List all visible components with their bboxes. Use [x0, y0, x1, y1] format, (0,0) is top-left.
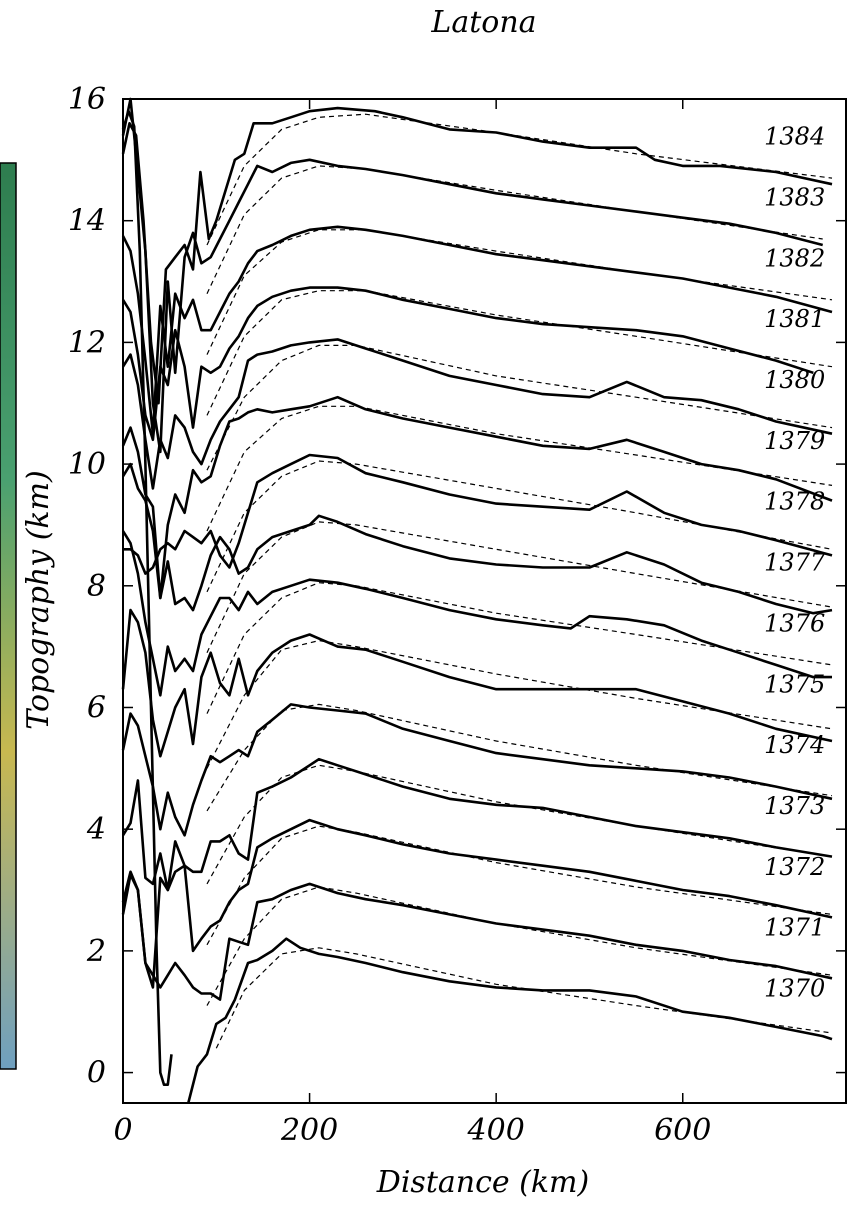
fit-line-1382 — [206, 229, 833, 355]
y-tick-label: 0 — [87, 1056, 106, 1091]
profile-line-1375 — [121, 608, 833, 758]
series-label: 1371 — [764, 914, 825, 942]
series-label: 1373 — [764, 792, 825, 820]
profile-line-1377 — [121, 462, 833, 615]
profile-line-1380 — [121, 338, 833, 490]
y-tick-label: 10 — [68, 447, 106, 482]
y-tick-label: 16 — [68, 82, 106, 117]
profile-line-1370 — [187, 937, 833, 1104]
series-label: 1379 — [764, 427, 825, 455]
fit-line-1383 — [206, 165, 823, 294]
series-label: 1380 — [764, 366, 825, 394]
inset-image — [0, 162, 17, 1070]
x-tick-label: 0 — [113, 1113, 132, 1148]
fit-line-1384 — [206, 113, 833, 246]
y-axis-label: Topography (km) — [21, 470, 56, 729]
profile-line-1373 — [121, 757, 833, 892]
series-label: 1381 — [764, 305, 825, 333]
y-tick-label: 8 — [87, 569, 106, 604]
series-label: 1383 — [764, 183, 825, 211]
plot-frame — [122, 98, 847, 1104]
series-label: 1377 — [764, 549, 826, 577]
x-axis-label: Distance (km) — [376, 1165, 589, 1200]
chart-title: Latona — [430, 5, 536, 40]
profile-line-1383 — [121, 97, 824, 454]
fit-line-1381 — [206, 290, 833, 416]
profile-line-extra — [121, 109, 173, 1086]
fit-line-1380 — [206, 344, 833, 471]
fit-line-1375 — [206, 639, 833, 769]
x-tick-label: 600 — [654, 1113, 711, 1148]
profile-line-1379 — [121, 395, 833, 600]
y-tick-label: 12 — [68, 325, 106, 360]
profile-line-1378 — [123, 453, 833, 575]
fit-line-1370 — [215, 947, 833, 1049]
series-label: 1376 — [764, 609, 825, 637]
series-label: 1372 — [764, 853, 825, 881]
y-tick-label: 4 — [86, 812, 106, 847]
series-label: 1382 — [764, 244, 825, 272]
series-label: 1378 — [764, 488, 825, 516]
series-label: 1370 — [764, 975, 825, 1003]
profile-line-1384 — [121, 106, 833, 405]
fit-line-1374 — [206, 703, 833, 812]
series-label: 1384 — [764, 123, 825, 151]
y-tick-label: 14 — [68, 204, 106, 239]
fit-line-1378 — [206, 460, 833, 593]
y-tick-label: 2 — [86, 934, 106, 969]
profile-line-1381 — [121, 286, 814, 442]
series-label: 1375 — [764, 670, 825, 698]
series-label: 1374 — [764, 731, 825, 759]
profile-line-1374 — [121, 703, 833, 837]
profile-line-1376 — [121, 530, 832, 697]
profile-line-1371 — [121, 873, 833, 1001]
fit-line-1376 — [206, 582, 833, 714]
fit-line-1377 — [206, 521, 833, 653]
profile-line-1382 — [121, 225, 833, 436]
x-tick-label: 400 — [467, 1113, 525, 1148]
x-tick-label: 200 — [280, 1113, 338, 1148]
profile-line-1372 — [121, 818, 833, 989]
y-tick-label: 6 — [87, 690, 106, 725]
fit-line-1379 — [206, 405, 833, 532]
